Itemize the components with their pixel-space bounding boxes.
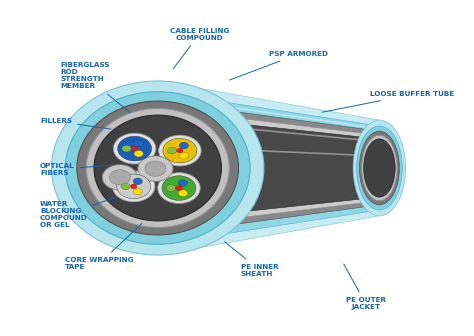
- Ellipse shape: [356, 126, 402, 210]
- Ellipse shape: [158, 173, 200, 204]
- Ellipse shape: [176, 186, 182, 191]
- Polygon shape: [158, 101, 379, 235]
- Text: PE OUTER
JACKET: PE OUTER JACKET: [344, 264, 385, 310]
- Text: CABLE FILLING
COMPOUND: CABLE FILLING COMPOUND: [170, 28, 229, 69]
- Ellipse shape: [166, 185, 175, 192]
- Polygon shape: [158, 109, 379, 227]
- Text: PSP ARMORED: PSP ARMORED: [229, 51, 328, 80]
- Ellipse shape: [52, 81, 264, 255]
- Ellipse shape: [159, 135, 201, 166]
- Ellipse shape: [353, 120, 406, 216]
- Text: WATER
BLOCKING
COMPOUND
OR GEL: WATER BLOCKING COMPOUND OR GEL: [40, 197, 116, 228]
- Ellipse shape: [113, 133, 156, 164]
- Ellipse shape: [364, 139, 395, 197]
- Ellipse shape: [179, 142, 189, 149]
- Ellipse shape: [179, 152, 189, 159]
- Ellipse shape: [121, 183, 130, 190]
- Ellipse shape: [163, 138, 197, 163]
- Polygon shape: [158, 92, 379, 244]
- Ellipse shape: [94, 115, 221, 221]
- Text: LOOSE BUFFER TUBE: LOOSE BUFFER TUBE: [322, 91, 455, 112]
- Text: FIBERGLASS
ROD
STRENGTH
MEMBER: FIBERGLASS ROD STRENGTH MEMBER: [61, 62, 130, 113]
- Ellipse shape: [167, 147, 176, 154]
- Text: FILLERS: FILLERS: [40, 118, 111, 129]
- Text: OPTICAL
FIBERS: OPTICAL FIBERS: [40, 163, 112, 176]
- Ellipse shape: [65, 92, 250, 244]
- Ellipse shape: [133, 188, 142, 195]
- Ellipse shape: [145, 161, 166, 176]
- Ellipse shape: [178, 180, 188, 186]
- Ellipse shape: [362, 135, 397, 201]
- Ellipse shape: [138, 156, 173, 181]
- Ellipse shape: [134, 140, 143, 147]
- Ellipse shape: [118, 136, 152, 161]
- Ellipse shape: [359, 131, 400, 205]
- Ellipse shape: [109, 170, 130, 185]
- Ellipse shape: [162, 176, 196, 200]
- Polygon shape: [158, 81, 379, 255]
- Ellipse shape: [117, 174, 151, 199]
- Ellipse shape: [134, 150, 143, 157]
- Ellipse shape: [133, 178, 142, 185]
- Ellipse shape: [77, 101, 238, 235]
- Ellipse shape: [131, 146, 138, 151]
- Ellipse shape: [86, 109, 229, 227]
- Text: CORE WRAPPING
TAPE: CORE WRAPPING TAPE: [65, 223, 142, 270]
- Ellipse shape: [130, 184, 137, 189]
- Text: PE INNER
SHEATH: PE INNER SHEATH: [225, 242, 278, 277]
- Polygon shape: [158, 115, 379, 221]
- Ellipse shape: [122, 145, 131, 152]
- Ellipse shape: [178, 190, 188, 197]
- Ellipse shape: [177, 148, 183, 153]
- Ellipse shape: [102, 165, 137, 190]
- Ellipse shape: [112, 171, 155, 202]
